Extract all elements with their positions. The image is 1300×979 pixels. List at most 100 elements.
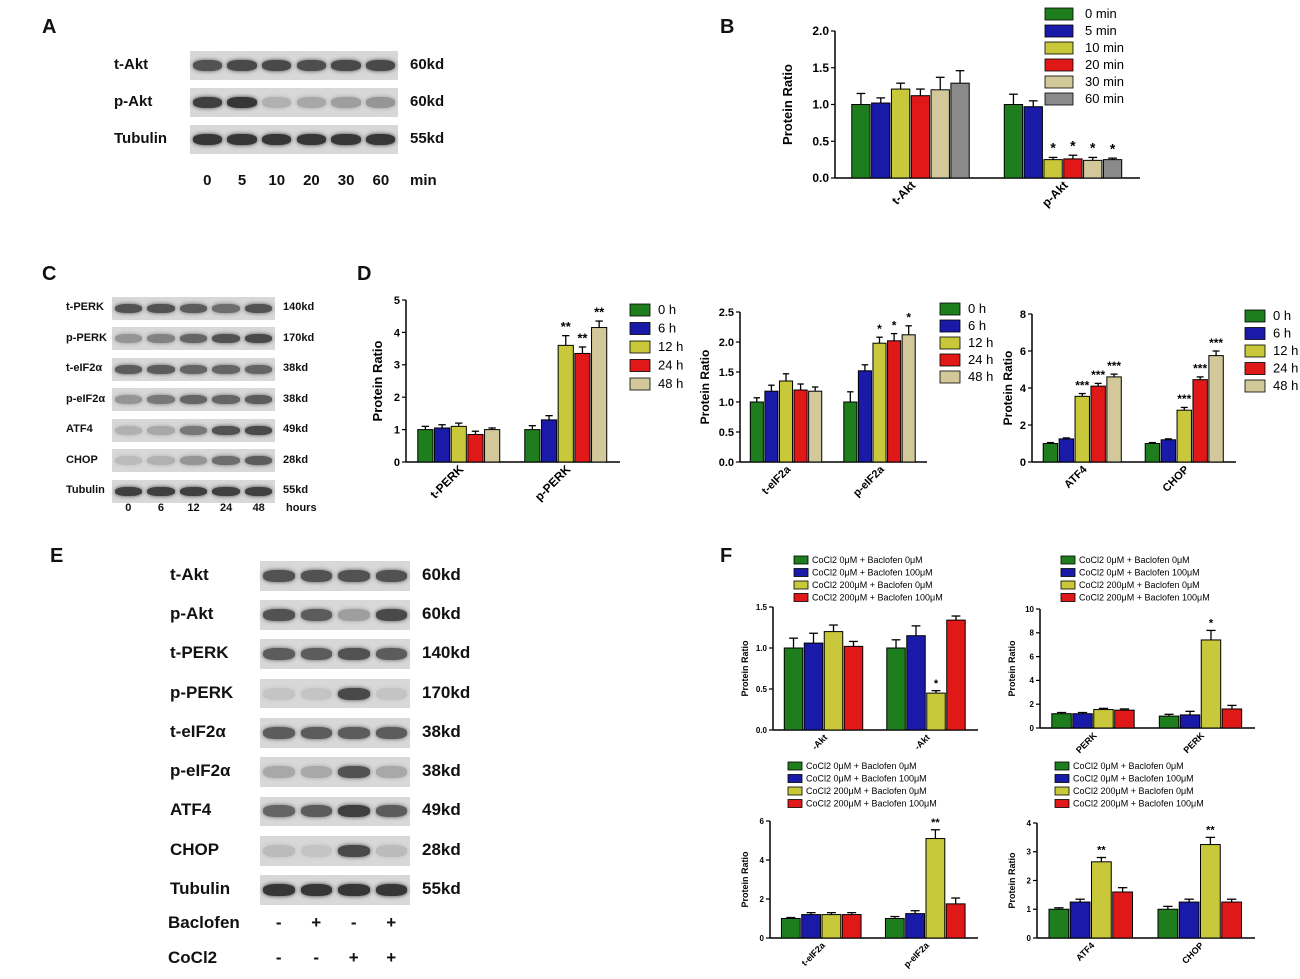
significance-marker: *** bbox=[1177, 392, 1191, 406]
blot-band bbox=[179, 395, 208, 405]
blot-band bbox=[366, 96, 396, 109]
legend-swatch bbox=[1244, 362, 1266, 375]
legend-label: 48 h bbox=[1273, 378, 1298, 393]
legend-label: 6 h bbox=[658, 321, 676, 336]
molecular-weight-label: 55kd bbox=[283, 484, 309, 497]
lane-label: 30 bbox=[337, 172, 355, 189]
blot-band bbox=[375, 726, 407, 739]
bar bbox=[1178, 901, 1200, 939]
lane-label: 0 bbox=[203, 172, 212, 189]
legend-label: CoCl2 200μM + Baclofen 0μM bbox=[806, 786, 927, 796]
molecular-weight-label: 38kd bbox=[422, 761, 461, 781]
treatment-label: Baclofen bbox=[168, 913, 240, 932]
bar bbox=[1058, 438, 1075, 463]
molecular-weight-label: 28kd bbox=[422, 839, 461, 859]
blot-row-label: t-eIF2α bbox=[66, 362, 103, 375]
y-tick-label: 0 bbox=[1027, 934, 1032, 943]
legend-label: CoCl2 200μM + Baclofen 0μM bbox=[1079, 580, 1200, 590]
y-tick-label: 0 bbox=[1020, 457, 1026, 469]
bar bbox=[821, 914, 842, 939]
y-tick-label: 0 bbox=[1030, 724, 1035, 733]
blot-band bbox=[263, 608, 295, 621]
y-tick-label: 4 bbox=[760, 856, 765, 865]
molecular-weight-label: 38kd bbox=[283, 392, 309, 405]
blot-band bbox=[179, 364, 208, 374]
y-tick-label: 8 bbox=[1030, 629, 1035, 638]
blot-band bbox=[245, 303, 273, 313]
blot-band bbox=[375, 569, 407, 582]
blot-band bbox=[227, 133, 257, 146]
lane-unit-label: min bbox=[410, 172, 437, 189]
significance-marker: * bbox=[892, 318, 897, 332]
legend-swatch bbox=[1244, 379, 1266, 393]
y-axis-label: Protein Ratio bbox=[1001, 351, 1015, 426]
legend-swatch bbox=[787, 799, 803, 808]
significance-marker: * bbox=[1090, 140, 1096, 156]
bar bbox=[1003, 104, 1024, 179]
bar bbox=[906, 635, 926, 731]
y-tick-label: 1.0 bbox=[719, 397, 734, 409]
bar bbox=[1063, 158, 1083, 179]
x-category-label: t-Akt bbox=[889, 178, 918, 207]
legend-swatch bbox=[793, 555, 809, 565]
significance-marker: * bbox=[1110, 140, 1116, 156]
bar bbox=[1023, 106, 1043, 179]
lane-label: 20 bbox=[303, 172, 320, 189]
chart-f1: 0.0 0.5 1.0 1.5 Protein Ratio -Akt -Akt * CoCl2 … bbox=[740, 555, 978, 752]
chart-d1: 0 1 2 3 4 5 Protein Ratio t-PERK p-PERK ** ** ** 0 h… bbox=[370, 295, 683, 504]
blot-row-label: t-eIF2α bbox=[170, 721, 226, 741]
molecular-weight-label: 140kd bbox=[422, 643, 471, 663]
molecular-weight-label: 140kd bbox=[283, 301, 315, 314]
blot-band bbox=[179, 425, 208, 435]
y-tick-label: 2.0 bbox=[719, 337, 734, 349]
legend-label: CoCl2 0μM + Baclofen 100μM bbox=[812, 567, 933, 577]
bar bbox=[930, 89, 950, 179]
y-tick-label: 4 bbox=[1027, 819, 1032, 828]
molecular-weight-label: 170kd bbox=[283, 331, 315, 344]
legend-label: CoCl2 0μM + Baclofen 0μM bbox=[1079, 555, 1190, 565]
blot-band bbox=[375, 884, 407, 896]
blot-band bbox=[331, 59, 361, 72]
blot-band bbox=[263, 844, 295, 857]
bar bbox=[843, 645, 864, 731]
chart-f2: 0 2 4 6 8 10 Protein Ratio PERK PERK * CoCl2 0μM +… bbox=[1007, 555, 1255, 755]
bar bbox=[780, 918, 801, 939]
blot-strip bbox=[190, 51, 398, 80]
molecular-weight-label: 60kd bbox=[410, 92, 445, 110]
blot-strip bbox=[112, 327, 275, 351]
x-category-label: t-eIF2a bbox=[760, 463, 794, 497]
legend-label: CoCl2 200μM + Baclofen 100μM bbox=[1079, 592, 1210, 602]
blot-band bbox=[338, 766, 370, 779]
molecular-weight-label: 28kd bbox=[283, 453, 309, 466]
blot-strip bbox=[112, 418, 275, 442]
blot-band bbox=[192, 96, 222, 109]
x-category-label: PERK bbox=[1182, 730, 1207, 755]
legend-swatch bbox=[1044, 75, 1074, 89]
y-tick-label: 1.5 bbox=[719, 367, 734, 379]
bar bbox=[1042, 443, 1059, 463]
bar bbox=[783, 647, 804, 731]
x-category-label: p-eIF2a bbox=[851, 463, 887, 499]
legend-label: 60 min bbox=[1085, 91, 1124, 106]
legend-swatch bbox=[1044, 41, 1074, 55]
y-tick-label: 3 bbox=[1027, 848, 1032, 857]
blot-band bbox=[338, 687, 370, 700]
legend-swatch bbox=[1054, 786, 1070, 796]
blot-band bbox=[147, 334, 175, 344]
legend-label: 0 min bbox=[1085, 6, 1117, 21]
blot-band bbox=[212, 425, 240, 435]
y-tick-label: 0.0 bbox=[756, 726, 768, 735]
blot-band bbox=[262, 133, 292, 146]
bar bbox=[1208, 355, 1224, 463]
x-category-label: t-PERK bbox=[427, 462, 466, 501]
y-tick-label: 2 bbox=[1030, 700, 1035, 709]
bar bbox=[524, 429, 541, 463]
y-tick-label: 1 bbox=[394, 424, 400, 436]
bar bbox=[1093, 709, 1114, 729]
bar bbox=[1221, 708, 1243, 729]
legend-swatch bbox=[1244, 344, 1266, 358]
bar bbox=[1043, 159, 1063, 179]
bar bbox=[841, 914, 862, 939]
blot-band bbox=[263, 805, 295, 818]
bar bbox=[843, 401, 858, 463]
